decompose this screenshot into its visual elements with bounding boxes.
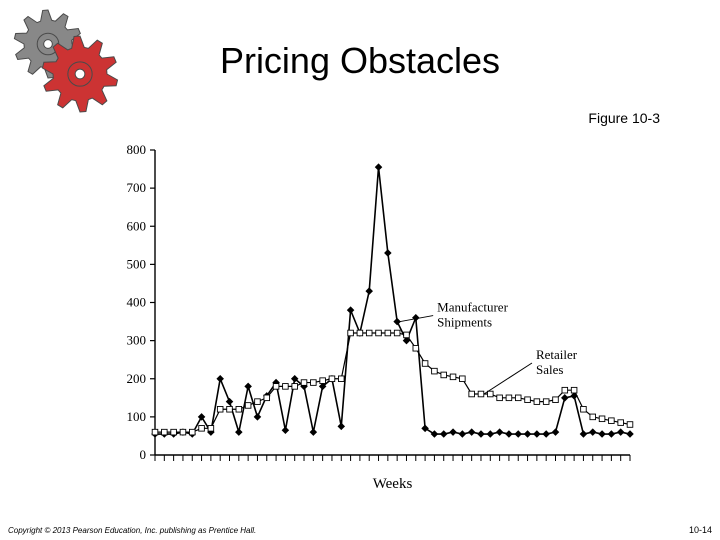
svg-text:0: 0 bbox=[140, 447, 147, 462]
svg-text:Manufacturer: Manufacturer bbox=[437, 300, 508, 315]
svg-text:Sales: Sales bbox=[536, 362, 563, 377]
page-number: 10-14 bbox=[689, 525, 712, 535]
svg-text:100: 100 bbox=[127, 409, 147, 424]
svg-text:Retailer: Retailer bbox=[536, 347, 578, 362]
svg-text:400: 400 bbox=[127, 295, 147, 310]
svg-text:Shipments: Shipments bbox=[437, 315, 492, 330]
svg-text:Weeks: Weeks bbox=[373, 476, 413, 492]
page-title: Pricing Obstacles bbox=[0, 40, 720, 82]
copyright-text: Copyright © 2013 Pearson Education, Inc.… bbox=[8, 526, 256, 535]
line-chart: 0 100 200 300 400 500 600 700 800 Weeks Manufactur… bbox=[100, 140, 640, 500]
svg-text:300: 300 bbox=[127, 333, 147, 348]
chart-container: 0 100 200 300 400 500 600 700 800 Weeks Manufactur… bbox=[100, 140, 640, 500]
figure-label: Figure 10-3 bbox=[588, 110, 660, 126]
svg-text:700: 700 bbox=[127, 180, 147, 195]
svg-text:800: 800 bbox=[127, 142, 147, 157]
svg-text:200: 200 bbox=[127, 371, 147, 386]
svg-text:600: 600 bbox=[127, 218, 147, 233]
svg-text:500: 500 bbox=[127, 256, 147, 271]
